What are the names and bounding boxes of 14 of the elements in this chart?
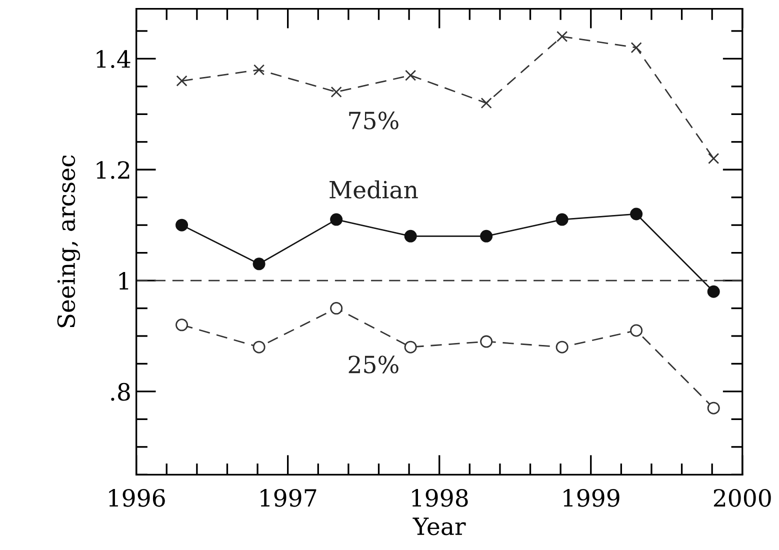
series-label: 25% — [348, 356, 398, 374]
series-label: Median — [330, 180, 418, 199]
y-tick-label: 1.2 — [96, 161, 130, 179]
x-tick-label: 1996 — [109, 488, 165, 507]
y-tick-label: 1.4 — [96, 50, 130, 68]
x-axis-title: Year — [412, 518, 466, 536]
x-tick-label: 1998 — [412, 488, 468, 507]
y-axis-title: Seeing, arcsec — [57, 155, 80, 328]
series-label: 75% — [349, 112, 398, 130]
x-tick-label: 1997 — [260, 488, 316, 507]
x-tick-label: 2000 — [714, 488, 771, 507]
y-tick-label: 1 — [119, 272, 128, 290]
x-tick-label: 1999 — [564, 488, 620, 507]
y-tick-label: .8 — [111, 382, 130, 401]
